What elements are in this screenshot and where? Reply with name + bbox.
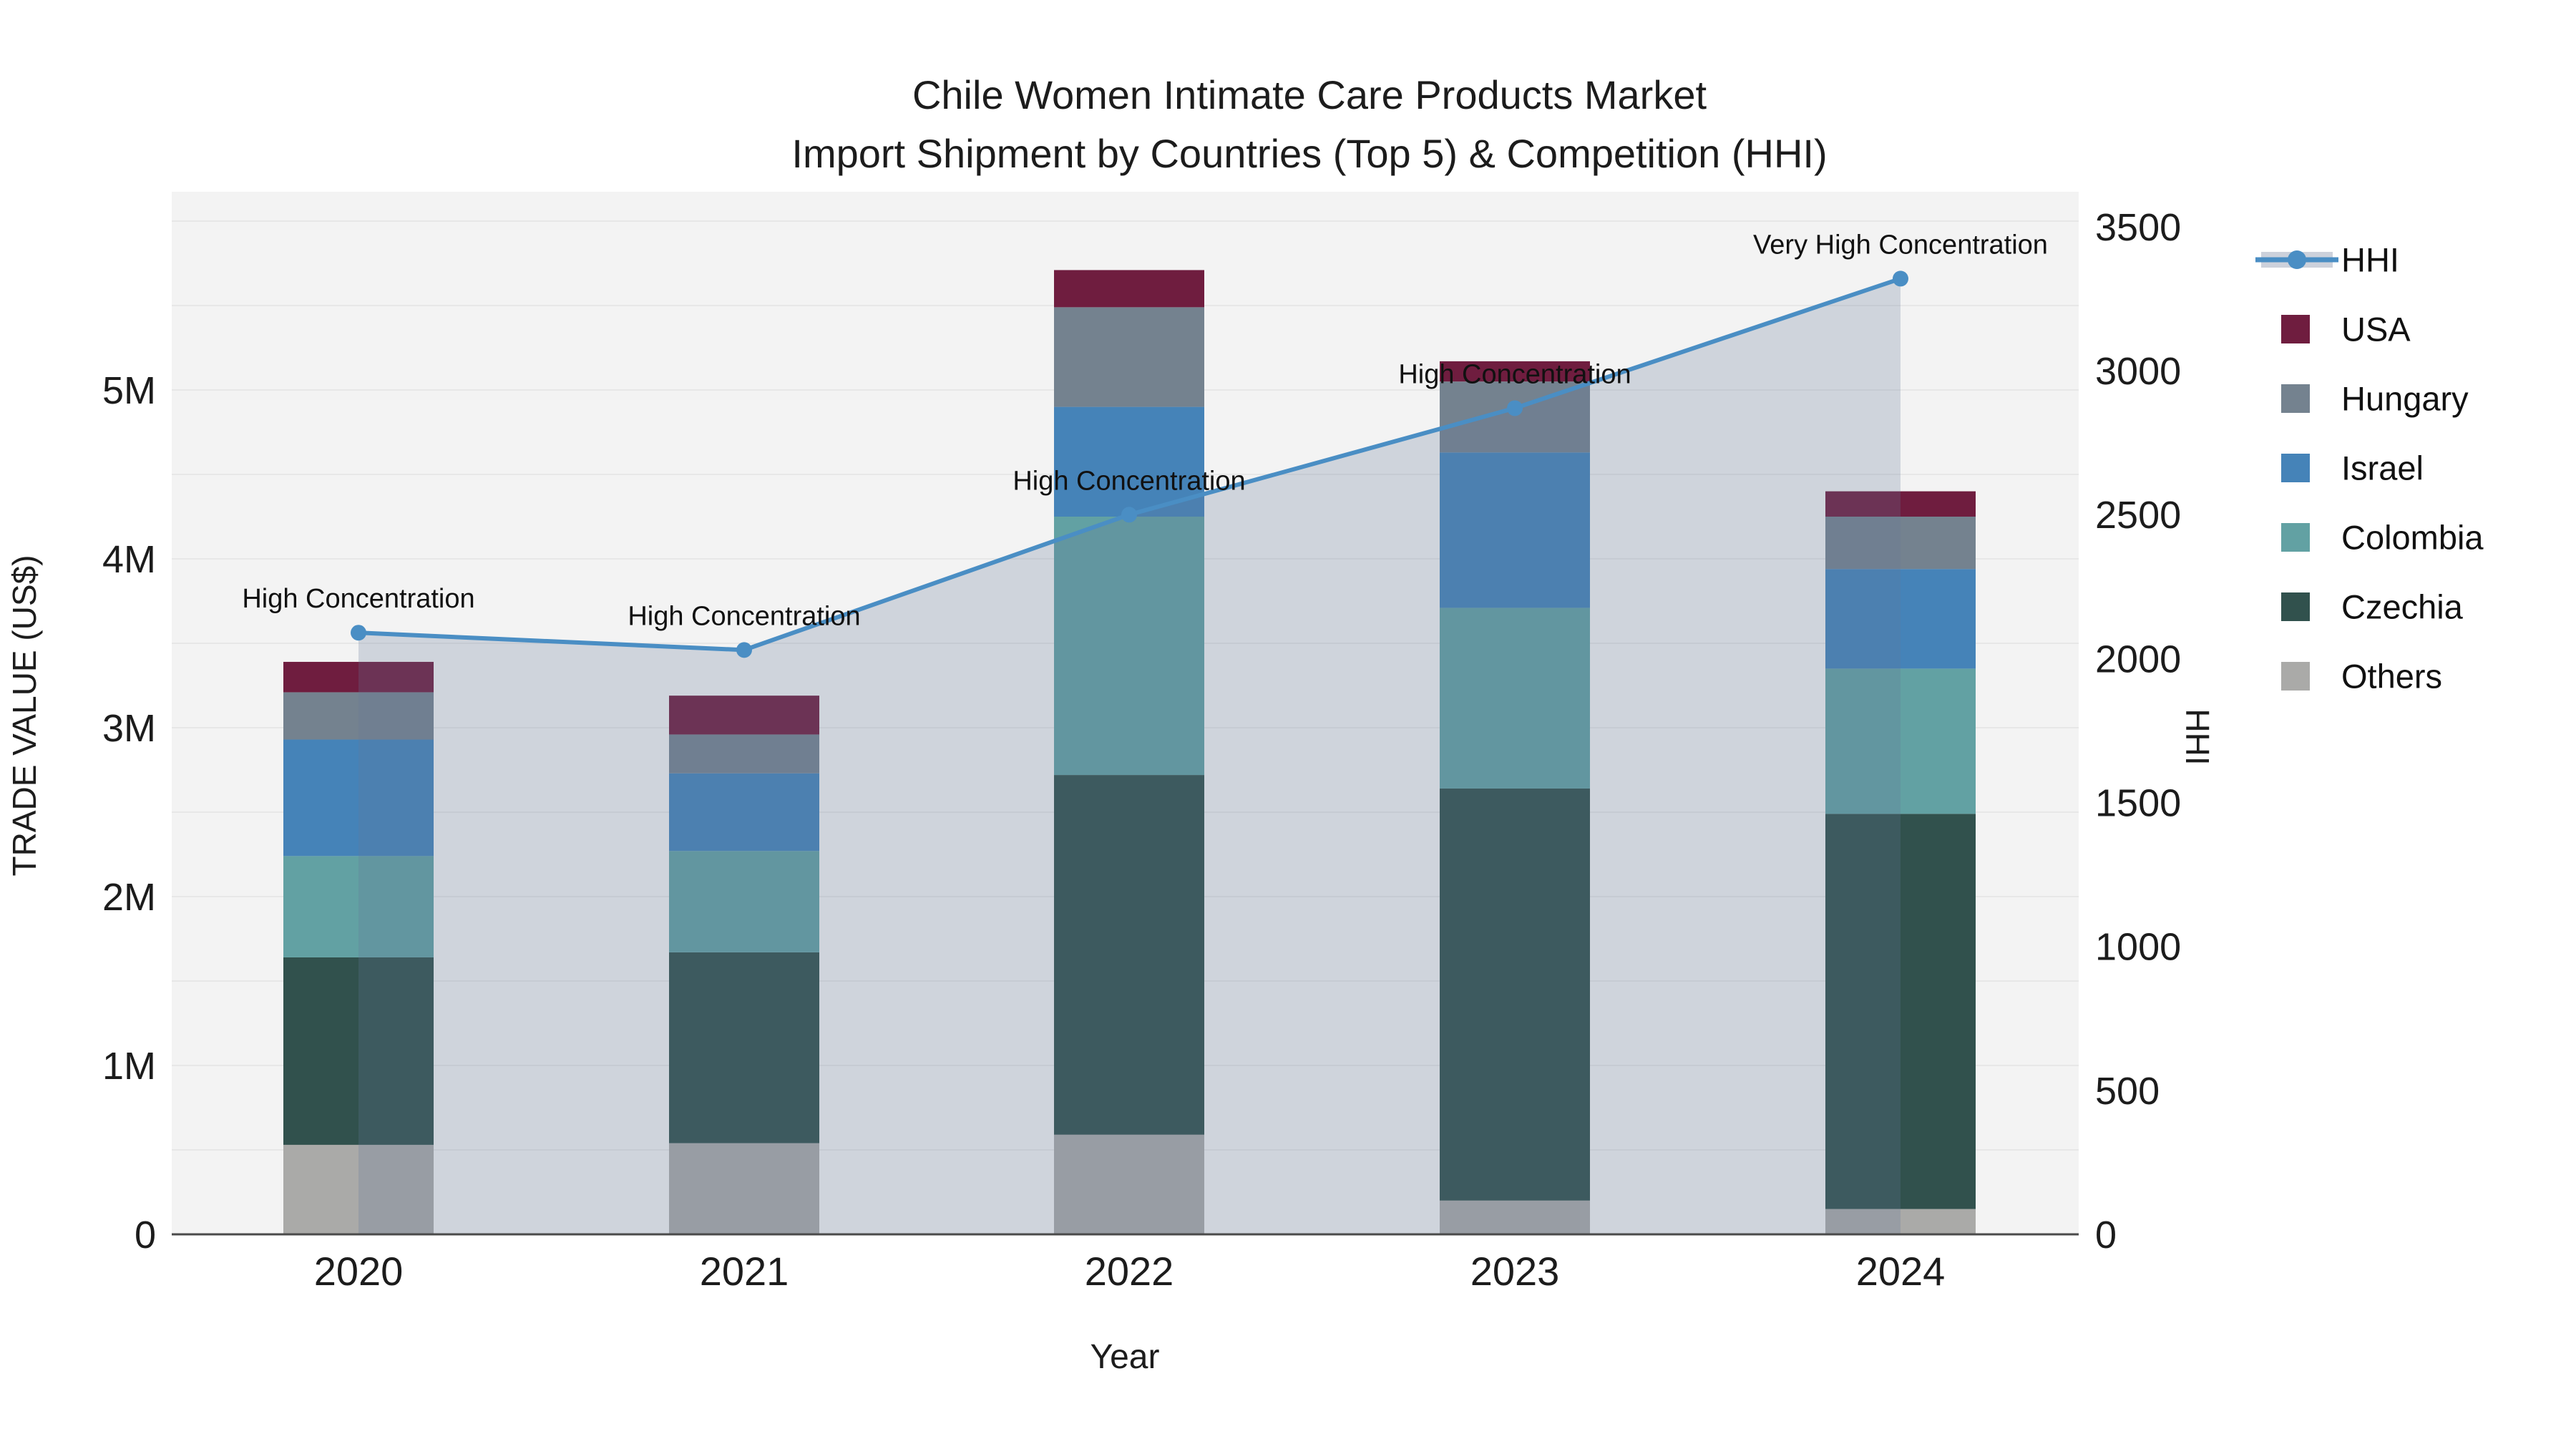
bar-segment-israel-2023[interactable] <box>1440 452 1590 608</box>
annotation-2024: Very High Concentration <box>1753 230 2048 260</box>
bar-segment-czechia-2023[interactable] <box>1440 788 1590 1201</box>
legend-label-czechia: Czechia <box>2341 587 2464 625</box>
chart-title-line-2: Import Shipment by Countries (Top 5) & C… <box>791 131 1827 176</box>
annotation-2020: High Concentration <box>242 584 474 614</box>
legend-swatch-others <box>2281 662 2310 691</box>
bar-segment-usa-2020[interactable] <box>283 661 434 693</box>
y-left-tick-label: 4M <box>102 538 156 581</box>
y-right-tick-label: 3000 <box>2095 350 2181 393</box>
chart-title-line-1: Chile Women Intimate Care Products Marke… <box>912 72 1707 117</box>
bar-segment-usa-2024[interactable] <box>1825 491 1976 517</box>
legend-item-colombia[interactable]: Colombia <box>2281 518 2484 556</box>
bar-segment-israel-2022[interactable] <box>1054 406 1204 517</box>
bar-segment-israel-2020[interactable] <box>283 739 434 857</box>
legend: HHI USA Hungary Israel Colombia Czechia Others <box>2255 240 2484 695</box>
legend-item-usa[interactable]: USA <box>2281 310 2411 348</box>
y-left-tick-label: 2M <box>102 876 156 919</box>
legend-hhi-marker <box>2288 250 2306 269</box>
y-right-tick-label: 2000 <box>2095 638 2181 680</box>
y-right-tick-label: 2500 <box>2095 494 2181 537</box>
annotation-2021: High Concentration <box>628 601 860 631</box>
annotation-2022: High Concentration <box>1013 466 1245 496</box>
legend-swatch-colombia <box>2281 523 2310 552</box>
legend-label-colombia: Colombia <box>2341 518 2484 556</box>
legend-swatch-israel <box>2281 454 2310 482</box>
x-tick-label-2023: 2023 <box>1470 1249 1560 1294</box>
legend-item-hhi[interactable]: HHI <box>2255 240 2399 278</box>
hhi-marker-2022[interactable] <box>1121 507 1137 523</box>
legend-swatch-czechia <box>2281 592 2310 621</box>
y-left-axis-title: TRADE VALUE (US$) <box>6 555 43 876</box>
annotation-2023: High Concentration <box>1398 359 1631 389</box>
legend-item-israel[interactable]: Israel <box>2281 449 2424 487</box>
bar-segment-colombia-2020[interactable] <box>283 856 434 957</box>
bar-segment-czechia-2022[interactable] <box>1054 775 1204 1135</box>
bar-segment-others-2024[interactable] <box>1825 1209 1976 1234</box>
bar-segment-others-2023[interactable] <box>1440 1200 1590 1234</box>
x-tick-label-2020: 2020 <box>314 1249 404 1294</box>
legend-item-others[interactable]: Others <box>2281 657 2442 695</box>
y-right-tick-label: 0 <box>2095 1214 2117 1257</box>
bar-segment-colombia-2023[interactable] <box>1440 608 1590 789</box>
bar-segment-colombia-2022[interactable] <box>1054 517 1204 776</box>
legend-label-israel: Israel <box>2341 449 2424 487</box>
x-tick-label-2024: 2024 <box>1856 1249 1946 1294</box>
bar-segment-hungary-2021[interactable] <box>669 734 819 774</box>
bar-segment-usa-2022[interactable] <box>1054 270 1204 308</box>
x-tick-label-2022: 2022 <box>1085 1249 1174 1294</box>
bar-segment-czechia-2020[interactable] <box>283 957 434 1145</box>
y-left-tick-label: 3M <box>102 707 156 750</box>
hhi-area-fill <box>358 278 1901 1235</box>
bar-segment-israel-2024[interactable] <box>1825 569 1976 669</box>
y-right-tick-label: 3500 <box>2095 206 2181 249</box>
hhi-marker-2021[interactable] <box>736 642 752 658</box>
bar-segment-israel-2021[interactable] <box>669 773 819 852</box>
legend-item-hungary[interactable]: Hungary <box>2281 379 2469 417</box>
legend-label-hhi: HHI <box>2341 240 2399 278</box>
x-axis-title: Year <box>1091 1338 1160 1376</box>
bar-segment-usa-2023[interactable] <box>1440 361 1590 382</box>
legend-label-others: Others <box>2341 657 2442 695</box>
legend-label-usa: USA <box>2341 310 2411 348</box>
bar-segment-usa-2021[interactable] <box>669 696 819 735</box>
bar-segment-colombia-2024[interactable] <box>1825 668 1976 814</box>
legend-swatch-hungary <box>2281 384 2310 413</box>
hhi-marker-2020[interactable] <box>351 625 366 641</box>
bar-segment-hungary-2020[interactable] <box>283 692 434 740</box>
plot-area: 0 1M 2M 3M 4M 5M 0 500 1000 1500 2000 2500 3000 3500 2… <box>102 192 2181 1294</box>
x-tick-label-2021: 2021 <box>700 1249 789 1294</box>
y-right-tick-label: 1500 <box>2095 781 2181 824</box>
y-right-tick-label: 500 <box>2095 1070 2160 1113</box>
y-left-tick-label: 1M <box>102 1045 156 1088</box>
bar-segment-others-2021[interactable] <box>669 1143 819 1234</box>
bar-segment-hungary-2022[interactable] <box>1054 307 1204 407</box>
legend-label-hungary: Hungary <box>2341 379 2469 417</box>
bar-segment-colombia-2021[interactable] <box>669 851 819 952</box>
bar-segment-hungary-2024[interactable] <box>1825 517 1976 570</box>
y-left-tick-label: 5M <box>102 369 156 412</box>
bar-segment-others-2020[interactable] <box>283 1144 434 1234</box>
bar-segment-czechia-2024[interactable] <box>1825 814 1976 1209</box>
y-right-axis-title: HHI <box>2179 708 2216 765</box>
legend-swatch-usa <box>2281 315 2310 343</box>
legend-item-czechia[interactable]: Czechia <box>2281 587 2464 625</box>
bar-segment-czechia-2021[interactable] <box>669 952 819 1143</box>
hhi-marker-2023[interactable] <box>1507 400 1523 416</box>
hhi-marker-2024[interactable] <box>1893 270 1908 287</box>
bar-segment-others-2022[interactable] <box>1054 1134 1204 1234</box>
y-right-tick-label: 1000 <box>2095 926 2181 969</box>
y-left-tick-label: 0 <box>135 1214 156 1257</box>
